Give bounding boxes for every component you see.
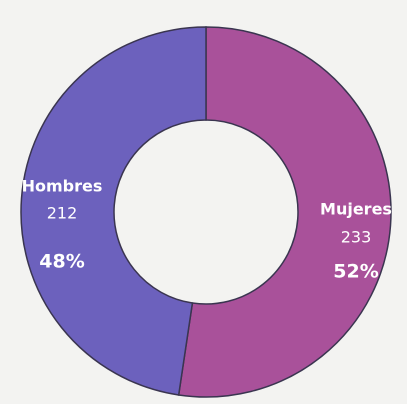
slice-name: Hombres xyxy=(22,177,103,196)
slice-percent: 48% xyxy=(39,251,84,273)
slice-value: 212 xyxy=(47,204,78,223)
slice-name: Mujeres xyxy=(320,200,392,219)
slice-value: 233 xyxy=(341,228,372,247)
slice-percent: 52% xyxy=(333,261,378,283)
donut-slice xyxy=(20,26,207,396)
donut-slice xyxy=(177,26,392,398)
